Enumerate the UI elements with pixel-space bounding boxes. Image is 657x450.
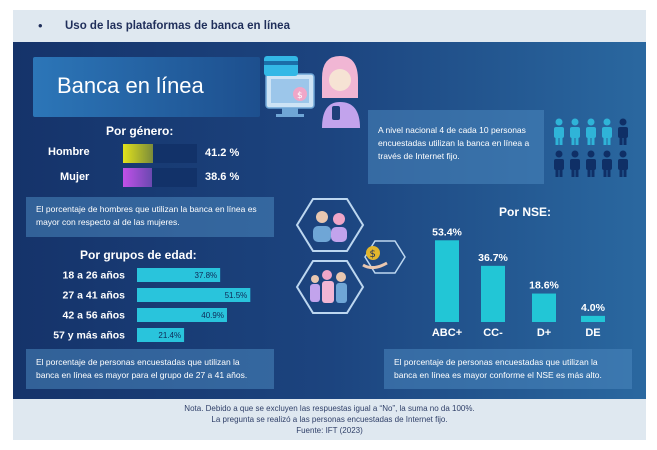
- national-note: A nivel nacional 4 de cada 10 personas e…: [368, 110, 544, 184]
- gender-track-mujer: [123, 168, 197, 187]
- gender-track-hombre: [123, 144, 197, 163]
- gender-bar-mujer: [123, 168, 152, 187]
- gender-label-mujer: Mujer: [60, 171, 90, 183]
- hexagon-icons: $: [295, 198, 406, 314]
- person-icon: [602, 150, 612, 177]
- nse-title: Por NSE:: [499, 205, 552, 219]
- person-icon: [618, 118, 628, 145]
- person-icon: [554, 150, 564, 177]
- section-title: Uso de las plataformas de banca en línea: [65, 20, 290, 32]
- footer-source: Fuente: IFT (2023): [296, 426, 363, 435]
- footer: Nota. Debido a que se excluyen las respu…: [13, 399, 646, 440]
- person-icon: [554, 118, 564, 145]
- nse-note: El porcentaje de personas encuestadas qu…: [384, 349, 632, 389]
- card-icon: [264, 56, 298, 76]
- person-icon: [570, 150, 580, 177]
- gender-title: Por género:: [106, 124, 174, 138]
- gender-value-mujer: 38.6 %: [205, 171, 240, 183]
- person-icon: [570, 118, 580, 145]
- online-banking-illustration: $: [264, 56, 360, 128]
- gender-label-hombre: Hombre: [48, 146, 90, 158]
- woman-with-phone-icon: [322, 56, 360, 128]
- gender-value-hombre: 41.2 %: [205, 147, 240, 159]
- footer-question: La pregunta se realizó a las personas en…: [211, 415, 448, 424]
- family-group-icon: [310, 270, 347, 303]
- person-icon: [586, 150, 596, 177]
- banner: Banca en línea: [33, 57, 260, 117]
- footer-note: Nota. Debido a que se excluyen las respu…: [184, 404, 475, 413]
- svg-text:$: $: [297, 91, 303, 101]
- gender-note: El porcentaje de hombres que utilizan la…: [26, 197, 274, 237]
- person-icon: [586, 118, 596, 145]
- person-icon: [602, 118, 612, 145]
- family-icon: [313, 211, 347, 242]
- coin-hand-icon: $: [362, 246, 388, 270]
- people-icon-grid: [554, 118, 628, 177]
- age-note: El porcentaje de personas encuestadas qu…: [26, 349, 274, 389]
- svg-text:$: $: [370, 249, 376, 260]
- banner-title: Banca en línea: [57, 73, 204, 98]
- section-header: • Uso de las plataformas de banca en lín…: [13, 10, 646, 42]
- bullet-icon: •: [38, 18, 43, 33]
- age-title: Por grupos de edad:: [80, 248, 197, 262]
- person-icon: [618, 150, 628, 177]
- gender-bar-hombre: [123, 144, 154, 163]
